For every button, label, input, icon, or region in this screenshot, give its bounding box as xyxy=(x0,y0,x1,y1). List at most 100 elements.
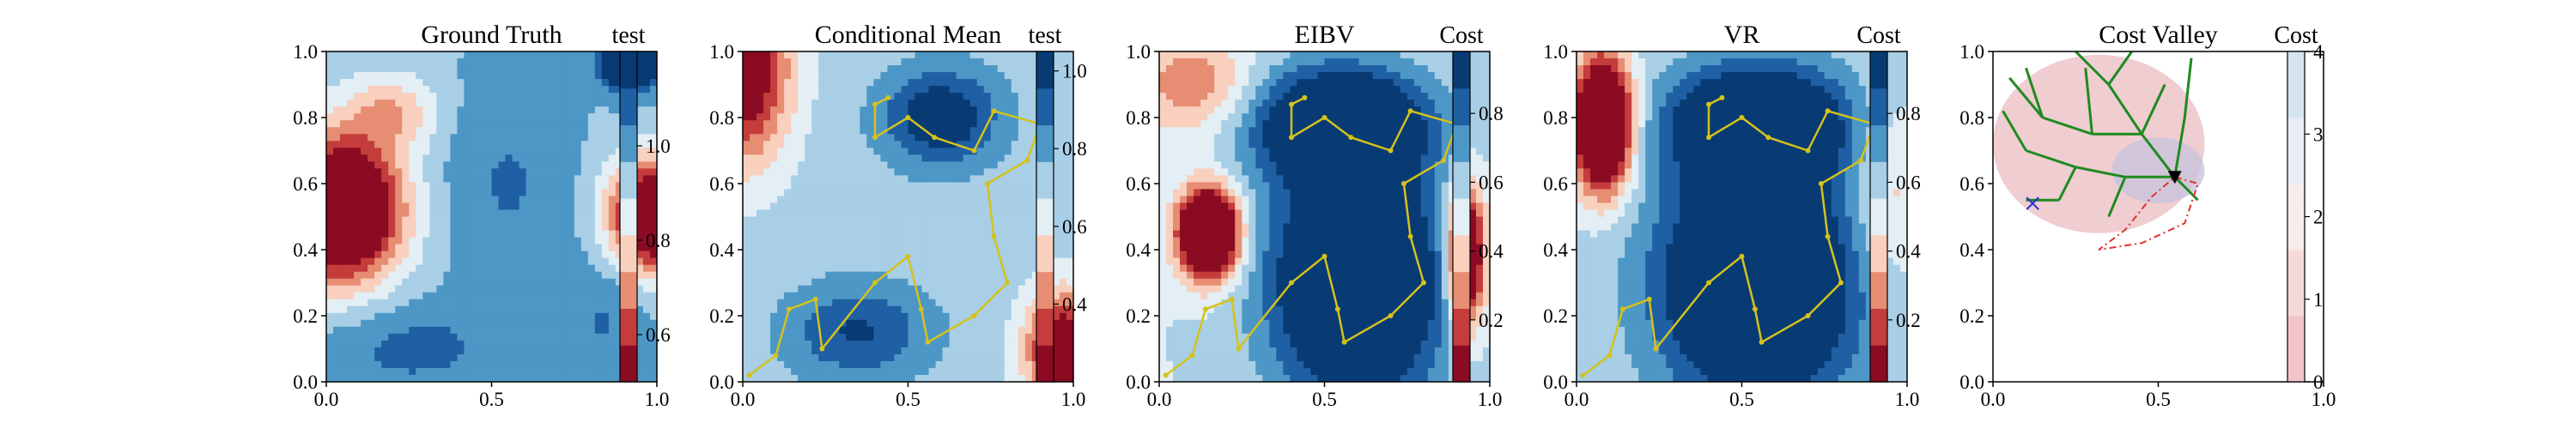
heat-cell xyxy=(908,72,916,80)
heat-cell xyxy=(381,127,389,135)
heat-cell xyxy=(1024,374,1033,382)
heat-cell xyxy=(519,292,527,300)
heat-cell xyxy=(443,367,451,376)
heat-cell xyxy=(615,148,623,155)
heat-cell xyxy=(532,51,541,59)
heat-cell xyxy=(928,100,937,107)
heat-cell xyxy=(484,251,493,259)
heat-cell xyxy=(1024,278,1033,287)
heat-cell xyxy=(567,168,575,176)
heat-cell xyxy=(832,299,840,307)
heat-cell xyxy=(471,237,479,245)
heat-cell xyxy=(901,79,909,87)
heat-cell xyxy=(601,271,610,280)
heat-cell xyxy=(770,244,778,252)
heat-cell xyxy=(825,134,833,142)
heat-cell xyxy=(1194,65,1201,73)
heat-cell xyxy=(1386,51,1394,59)
heat-cell xyxy=(361,244,368,252)
heat-cell xyxy=(818,312,826,321)
heat-cell xyxy=(402,168,410,176)
heat-cell xyxy=(546,271,555,280)
heat-cell xyxy=(505,209,513,218)
heat-cell xyxy=(1066,257,1073,266)
heat-cell xyxy=(1004,230,1012,239)
heat-cell xyxy=(402,278,410,287)
heat-cell xyxy=(1066,312,1073,321)
heat-cell xyxy=(464,113,472,121)
heat-cell xyxy=(546,93,555,100)
heat-cell xyxy=(409,196,416,204)
heat-cell xyxy=(457,244,465,252)
heat-cell xyxy=(368,51,375,59)
heat-cell xyxy=(825,257,833,266)
heat-cell xyxy=(887,374,896,382)
heat-cell xyxy=(853,216,860,225)
heat-cell xyxy=(942,79,951,87)
heat-cell xyxy=(969,141,978,148)
heat-cell xyxy=(956,182,964,190)
heat-cell xyxy=(1011,196,1019,204)
heat-cell xyxy=(997,353,1005,362)
heat-cell xyxy=(866,141,874,148)
heat-cell xyxy=(1200,86,1208,94)
heat-cell xyxy=(928,223,937,232)
heat-cell xyxy=(505,223,513,232)
heat-cell xyxy=(983,106,992,114)
heat-cell xyxy=(567,72,575,80)
heat-cell xyxy=(642,264,651,273)
heat-cell xyxy=(354,353,361,362)
heat-cell xyxy=(326,134,334,142)
heat-cell xyxy=(615,299,623,307)
heat-cell xyxy=(484,100,493,107)
heat-cell xyxy=(409,120,416,128)
heat-cell xyxy=(1255,79,1263,87)
heat-cell xyxy=(935,65,944,73)
heat-cell xyxy=(908,202,916,211)
heat-cell xyxy=(1235,58,1242,66)
heat-cell xyxy=(1004,72,1012,80)
heat-cell xyxy=(1052,72,1060,80)
heat-cell xyxy=(860,340,867,348)
heat-cell xyxy=(887,251,896,259)
heat-cell xyxy=(429,141,437,148)
heat-cell xyxy=(1386,58,1394,66)
heat-cell xyxy=(1200,65,1208,73)
heat-cell xyxy=(1052,374,1060,382)
heat-cell xyxy=(1434,51,1443,59)
heat-cell xyxy=(560,374,568,382)
heat-cell xyxy=(512,326,520,335)
heat-cell xyxy=(443,285,451,293)
heat-cell xyxy=(1031,223,1040,232)
heat-cell xyxy=(997,196,1005,204)
heat-cell xyxy=(887,79,896,87)
heat-cell xyxy=(368,251,375,259)
heat-cell xyxy=(839,271,847,280)
heat-cell xyxy=(1018,360,1026,369)
heat-cell xyxy=(969,264,978,273)
heat-cell xyxy=(750,237,757,245)
heat-cell xyxy=(395,65,403,73)
heat-cell xyxy=(484,72,493,80)
heat-cell xyxy=(340,209,348,218)
heat-cell xyxy=(471,134,479,142)
heat-cell xyxy=(450,216,458,225)
heat-cell xyxy=(477,86,486,94)
heat-cell xyxy=(601,223,610,232)
heat-cell xyxy=(354,93,361,100)
heat-cell xyxy=(1173,79,1181,87)
heat-cell xyxy=(457,340,465,348)
heat-cell xyxy=(1004,333,1012,341)
heat-cell xyxy=(615,209,623,218)
heat-cell xyxy=(457,182,465,190)
heat-cell xyxy=(811,202,819,211)
heat-cell xyxy=(395,333,403,341)
heat-cell xyxy=(983,244,992,252)
heat-cell xyxy=(942,244,951,252)
heat-cell xyxy=(750,271,757,280)
heat-cell xyxy=(519,154,527,162)
heat-cell xyxy=(949,333,957,341)
heat-cell xyxy=(326,312,334,321)
heat-cell xyxy=(914,65,923,73)
heat-cell xyxy=(443,100,451,107)
